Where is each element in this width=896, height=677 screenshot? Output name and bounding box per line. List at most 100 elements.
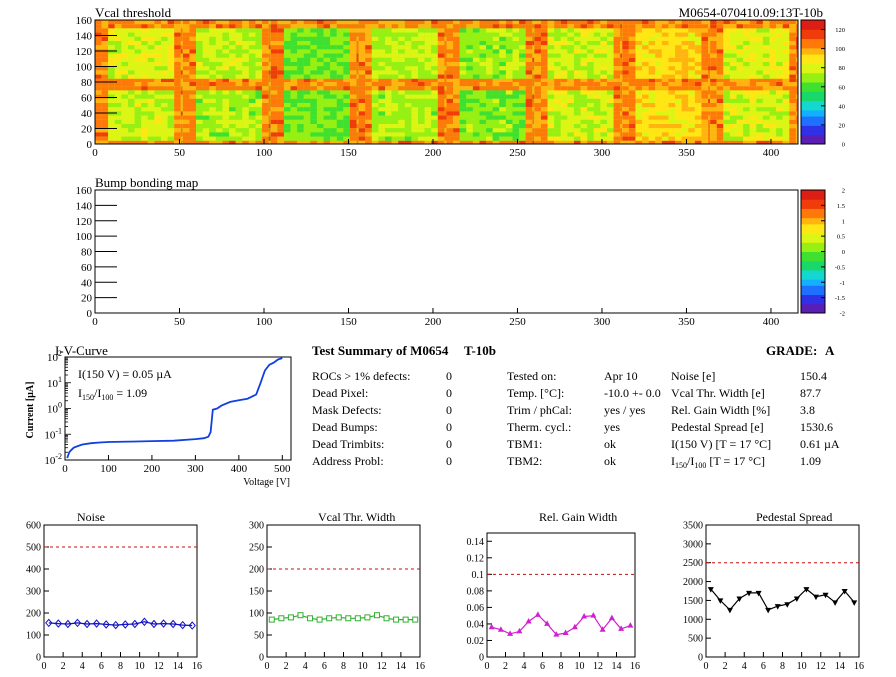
pixel-cell: [681, 78, 689, 82]
pixel-cell: [453, 107, 460, 112]
roc-x-tick-label: 8: [559, 661, 564, 672]
pixel-cell: [411, 119, 419, 124]
pixel-cell: [532, 94, 535, 99]
pixel-cell: [499, 82, 506, 87]
pixel-cell: [154, 124, 161, 129]
pixel-cell: [297, 78, 304, 82]
pixel-cell: [600, 78, 607, 82]
map-x-tick-label: 350: [678, 147, 695, 159]
pixel-cell: [255, 90, 263, 95]
pixel-cell: [270, 124, 278, 129]
pixel-cell: [593, 132, 601, 137]
pixel-cell: [283, 49, 291, 54]
pixel-cell: [121, 90, 128, 95]
pixel-cell: [290, 57, 298, 62]
pixel-cell: [729, 28, 737, 33]
pixel-cell: [391, 136, 399, 141]
summary-defect-label: Address Probl:: [312, 454, 384, 468]
pixel-cell: [486, 107, 493, 112]
pixel-cell: [215, 140, 223, 144]
pixel-cell: [161, 128, 168, 133]
pixel-cell: [235, 90, 243, 95]
pixel-cell: [174, 49, 181, 54]
pixel-cell: [161, 70, 168, 75]
pixel-cell: [795, 86, 798, 91]
pixel-cell: [547, 74, 555, 79]
pixel-cell: [290, 111, 298, 116]
pixel-cell: [525, 124, 533, 129]
pixel-cell: [391, 103, 399, 108]
pixel-cell: [310, 98, 317, 103]
pixel-cell: [358, 24, 366, 29]
pixel-cell: [681, 66, 689, 71]
pixel-cell: [154, 94, 161, 99]
pixel-cell: [101, 45, 109, 50]
colorbar-band: [801, 44, 825, 49]
pixel-cell: [316, 66, 324, 71]
pixel-cell: [661, 62, 669, 67]
pixel-cell: [411, 62, 419, 67]
pixel-cell: [534, 132, 541, 137]
pixel-cell: [534, 49, 541, 54]
pixel-cell: [606, 86, 614, 91]
pixel-cell: [202, 98, 210, 103]
pixel-cell: [358, 94, 366, 99]
pixel-cell: [189, 36, 197, 41]
pixel-cell: [349, 128, 357, 133]
pixel-cell: [486, 115, 493, 120]
roc-data-point: [412, 616, 419, 623]
pixel-cell: [505, 111, 513, 116]
pixel-cell: [600, 119, 607, 124]
pixel-cell: [789, 74, 796, 79]
pixel-cell: [215, 20, 223, 25]
pixel-cell: [431, 111, 438, 116]
roc-y-tick-label: 50: [254, 631, 264, 642]
pixel-cell: [472, 94, 480, 99]
pixel-cell: [782, 124, 790, 129]
pixel-cell: [424, 103, 432, 108]
pixel-cell: [688, 94, 695, 99]
pixel-cell: [453, 136, 460, 141]
pixel-cell: [776, 119, 783, 124]
pixel-cell: [323, 111, 331, 116]
pixel-cell: [459, 62, 467, 67]
pixel-cell: [101, 66, 109, 71]
map-x-tick-label: 200: [425, 316, 442, 328]
pixel-cell: [782, 136, 790, 141]
pixel-cell: [229, 94, 236, 99]
pixel-cell: [101, 53, 109, 58]
pixel-cell: [534, 94, 541, 99]
pixel-cell: [154, 132, 161, 137]
summary-result-value: 0.61 µA: [800, 437, 840, 451]
pixel-cell: [688, 136, 695, 141]
pixel-cell: [560, 107, 568, 112]
pixel-cell: [323, 103, 331, 108]
pixel-cell: [323, 82, 331, 87]
pixel-cell: [378, 90, 386, 95]
pixel-cell: [642, 107, 649, 112]
roc-data-point: [755, 590, 762, 597]
pixel-cell: [701, 62, 709, 67]
pixel-cell: [310, 132, 317, 137]
pixel-cell: [121, 140, 128, 144]
pixel-cell: [297, 119, 304, 124]
colorbar-band: [801, 66, 825, 71]
pixel-cell: [540, 62, 548, 67]
pixel-cell: [600, 115, 607, 120]
pixel-cell: [499, 62, 506, 67]
pixel-cell: [453, 45, 460, 50]
pixel-cell: [108, 41, 115, 46]
colorbar-tick-label: 80: [839, 65, 846, 72]
pixel-cell: [505, 124, 513, 129]
pixel-cell: [290, 132, 298, 137]
pixel-cell: [505, 41, 513, 46]
pixel-cell: [540, 103, 548, 108]
pixel-cell: [437, 74, 445, 79]
pixel-cell: [215, 90, 223, 95]
pixel-cell: [635, 90, 643, 95]
pixel-cell: [371, 20, 379, 25]
pixel-cell: [554, 86, 561, 91]
pixel-cell: [580, 115, 588, 120]
pixel-cell: [134, 128, 142, 133]
pixel-cell: [642, 128, 649, 133]
